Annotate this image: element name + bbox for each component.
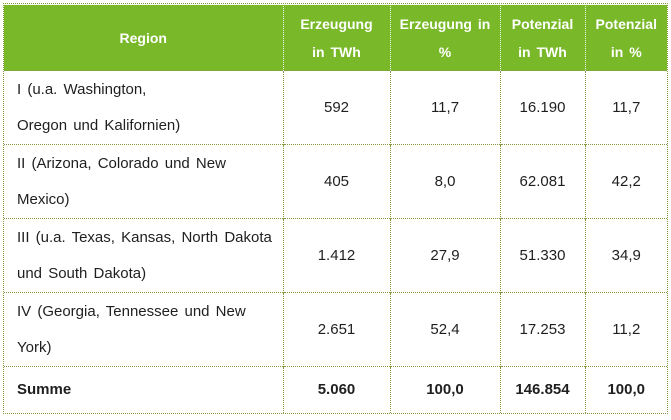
potenzial-pct-value: 34,9	[585, 218, 667, 293]
erzeugung-twh-value: 2.651	[283, 292, 391, 367]
region-label: II (Arizona, Colorado und New Mexico)	[4, 144, 284, 219]
region-label: I (u.a. Washington, Oregon und Kaliforni…	[4, 70, 284, 145]
erzeugung-pct-value: 8,0	[390, 144, 501, 219]
erzeugung-pct-value: 11,7	[390, 70, 501, 145]
erzeugung-twh-value: 592	[283, 70, 391, 145]
total-potenzial-pct-value: 100,0	[585, 366, 667, 413]
region-label: IV (Georgia, Tennessee und New York)	[4, 292, 284, 367]
energy-regions-table: Region Erzeugung in TWh Erzeugung in % P…	[4, 4, 667, 413]
potenzial-twh-value: 16.190	[500, 70, 586, 145]
erzeugung-pct-value: 27,9	[390, 218, 501, 293]
header-cell-erzeugung-twh: Erzeugung in TWh	[283, 4, 391, 71]
table-row-region-2: II (Arizona, Colorado und New Mexico) 40…	[4, 144, 667, 219]
header-cell-erzeugung-pct: Erzeugung in %	[390, 4, 501, 71]
table-row-region-3: III (u.a. Texas, Kansas, North Dakota un…	[4, 218, 667, 293]
total-erzeugung-pct-value: 100,0	[390, 366, 501, 413]
potenzial-pct-value: 42,2	[585, 144, 667, 219]
total-label: Summe	[4, 366, 284, 413]
potenzial-twh-value: 51.330	[500, 218, 586, 293]
erzeugung-twh-value: 405	[283, 144, 391, 219]
table-frame: Region Erzeugung in TWh Erzeugung in % P…	[3, 3, 668, 414]
header-cell-potenzial-pct: Potenzial in %	[585, 4, 667, 71]
header-cell-region: Region	[4, 4, 284, 71]
erzeugung-pct-value: 52,4	[390, 292, 501, 367]
table-row-region-4: IV (Georgia, Tennessee und New York) 2.6…	[4, 292, 667, 367]
region-label: III (u.a. Texas, Kansas, North Dakota un…	[4, 218, 284, 293]
total-potenzial-twh-value: 146.854	[500, 366, 586, 413]
header-row: Region Erzeugung in TWh Erzeugung in % P…	[4, 4, 667, 71]
potenzial-twh-value: 17.253	[500, 292, 586, 367]
header-cell-potenzial-twh: Potenzial in TWh	[500, 4, 586, 71]
total-erzeugung-twh-value: 5.060	[283, 366, 391, 413]
potenzial-pct-value: 11,2	[585, 292, 667, 367]
table-row-total: Summe 5.060 100,0 146.854 100,0	[4, 366, 667, 413]
potenzial-pct-value: 11,7	[585, 70, 667, 145]
potenzial-twh-value: 62.081	[500, 144, 586, 219]
erzeugung-twh-value: 1.412	[283, 218, 391, 293]
table-row-region-1: I (u.a. Washington, Oregon und Kaliforni…	[4, 70, 667, 145]
